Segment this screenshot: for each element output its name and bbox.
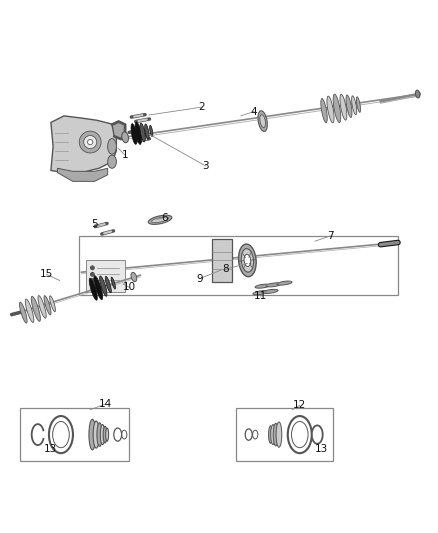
Circle shape: [84, 135, 97, 149]
Ellipse shape: [244, 254, 251, 266]
Ellipse shape: [273, 423, 278, 446]
Ellipse shape: [108, 139, 117, 154]
Ellipse shape: [357, 97, 360, 112]
Ellipse shape: [255, 284, 270, 288]
Polygon shape: [112, 122, 125, 139]
Ellipse shape: [131, 272, 137, 281]
Text: 11: 11: [254, 291, 267, 301]
Text: 3: 3: [203, 161, 209, 171]
Bar: [237, 408, 332, 461]
Ellipse shape: [346, 95, 352, 117]
Text: 5: 5: [91, 219, 98, 229]
Ellipse shape: [321, 99, 327, 123]
Ellipse shape: [122, 132, 128, 143]
Ellipse shape: [131, 124, 137, 144]
Ellipse shape: [266, 283, 281, 287]
Ellipse shape: [152, 217, 169, 223]
Ellipse shape: [135, 122, 141, 144]
Ellipse shape: [44, 296, 51, 315]
Text: 6: 6: [161, 213, 168, 223]
Ellipse shape: [89, 278, 97, 300]
Text: 14: 14: [99, 399, 112, 409]
Circle shape: [91, 266, 94, 270]
Circle shape: [88, 140, 93, 144]
Ellipse shape: [271, 425, 275, 445]
Ellipse shape: [148, 215, 172, 224]
Polygon shape: [57, 168, 108, 181]
Ellipse shape: [276, 422, 282, 447]
Text: 4: 4: [251, 107, 257, 117]
Ellipse shape: [94, 276, 102, 300]
Ellipse shape: [140, 123, 145, 142]
Ellipse shape: [100, 425, 105, 445]
Ellipse shape: [31, 296, 40, 321]
Ellipse shape: [241, 248, 254, 272]
Text: 2: 2: [198, 102, 205, 112]
Polygon shape: [51, 116, 117, 174]
Bar: [212, 239, 232, 282]
Ellipse shape: [260, 115, 265, 127]
Circle shape: [91, 279, 94, 282]
Ellipse shape: [103, 426, 107, 443]
Ellipse shape: [106, 428, 109, 441]
Ellipse shape: [99, 276, 107, 296]
Text: 1: 1: [122, 150, 128, 160]
Ellipse shape: [19, 302, 27, 323]
Ellipse shape: [263, 289, 278, 294]
Text: 8: 8: [222, 264, 229, 274]
Bar: [20, 408, 130, 461]
Ellipse shape: [108, 155, 117, 168]
Ellipse shape: [105, 276, 111, 293]
Ellipse shape: [415, 90, 420, 98]
Ellipse shape: [352, 96, 357, 115]
Ellipse shape: [277, 281, 292, 285]
Ellipse shape: [239, 244, 256, 277]
Text: 12: 12: [293, 400, 307, 410]
Ellipse shape: [253, 290, 268, 295]
Ellipse shape: [25, 299, 34, 322]
Circle shape: [91, 272, 94, 276]
Ellipse shape: [150, 125, 153, 136]
Text: 7: 7: [327, 231, 334, 241]
Ellipse shape: [333, 94, 341, 123]
Ellipse shape: [268, 426, 272, 443]
Text: 10: 10: [123, 282, 136, 293]
Circle shape: [79, 131, 101, 153]
Ellipse shape: [49, 296, 56, 312]
Ellipse shape: [145, 124, 149, 140]
Text: 15: 15: [40, 269, 53, 279]
Ellipse shape: [38, 296, 46, 318]
Ellipse shape: [97, 423, 102, 446]
Text: 13: 13: [44, 444, 57, 454]
Bar: [79, 236, 398, 295]
Text: 9: 9: [196, 274, 203, 284]
Text: 13: 13: [315, 444, 328, 454]
Bar: [86, 261, 125, 292]
Ellipse shape: [258, 111, 267, 132]
Ellipse shape: [111, 277, 116, 289]
Ellipse shape: [327, 96, 334, 123]
Ellipse shape: [340, 94, 347, 120]
Ellipse shape: [93, 421, 99, 448]
Ellipse shape: [89, 419, 96, 450]
